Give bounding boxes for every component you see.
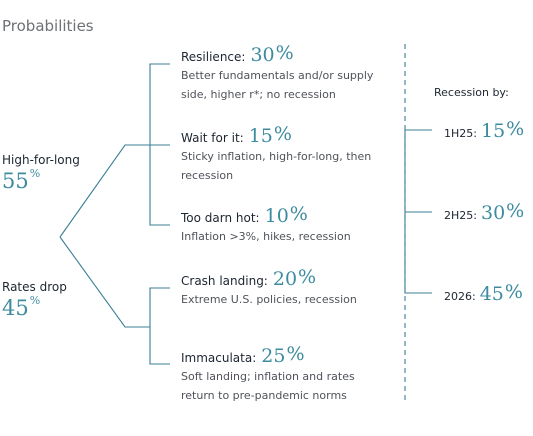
- percent-sign: %: [275, 42, 294, 64]
- percent-sign: %: [273, 123, 292, 145]
- scenario-immaculata: Immaculata: 25% Soft landing; inflation a…: [181, 343, 371, 405]
- scenario-pct: 15: [248, 125, 273, 147]
- scenario-pct: 10: [264, 205, 289, 227]
- percent-sign: %: [289, 203, 308, 225]
- recession-header: Recession by:: [434, 86, 509, 99]
- scenario-wait-for-it: Wait for it: 15% Sticky inflation, high-f…: [181, 123, 381, 185]
- scenario-name: Wait for it:: [181, 131, 244, 145]
- scenario-description: Inflation >3%, hikes, recession: [181, 230, 351, 243]
- percent-sign: %: [286, 343, 305, 365]
- branch-high-for-long: High-for-long 55%: [2, 153, 80, 193]
- percent-sign: %: [504, 281, 523, 303]
- percent-sign: %: [506, 200, 525, 222]
- scenario-pct: 20: [272, 268, 298, 290]
- scenario-name: Crash landing:: [181, 274, 268, 288]
- scenario-name: Resilience:: [181, 50, 246, 64]
- root-connector-top: [59, 144, 150, 238]
- percent-sign: %: [506, 118, 525, 140]
- scenario-description: Extreme U.S. policies, recession: [181, 293, 357, 306]
- recession-label: 1H25:: [444, 127, 477, 140]
- recession-2h25: 2H25: 30%: [444, 200, 525, 224]
- recession-pct: 30: [480, 202, 506, 224]
- recession-2026: 2026: 45%: [444, 281, 523, 305]
- percent-sign: %: [29, 167, 41, 180]
- scenario-description: Sticky inflation, high-for-long, then re…: [181, 150, 372, 182]
- branch-label: Rates drop: [2, 280, 67, 294]
- scenario-name: Too darn hot:: [181, 211, 260, 225]
- recession-1h25: 1H25: 15%: [444, 118, 525, 142]
- scenario-pct: 25: [261, 345, 286, 367]
- branch-pct: 55: [2, 169, 29, 193]
- scenario-crash-landing: Crash landing: 20% Extreme U.S. policies,…: [181, 266, 391, 309]
- branch-rates-drop: Rates drop 45%: [2, 280, 67, 320]
- percent-sign: %: [29, 294, 41, 307]
- root-connector-bottom: [59, 236, 150, 328]
- scenario-description: Soft landing; inflation and rates return…: [181, 370, 355, 402]
- scenario-pct: 30: [250, 44, 275, 66]
- scenario-name: Immaculata:: [181, 351, 257, 365]
- branch-pct: 45: [2, 296, 29, 320]
- chart-title: Probabilities: [2, 17, 94, 35]
- recession-label: 2H25:: [444, 209, 477, 222]
- scenario-resilience: Resilience: 30% Better fundamentals and/o…: [181, 42, 381, 104]
- branch-label: High-for-long: [2, 153, 80, 167]
- lower-bracket: [149, 287, 170, 365]
- percent-sign: %: [298, 266, 317, 288]
- recession-pct: 15: [480, 120, 506, 142]
- scenario-description: Better fundamentals and/or supply side, …: [181, 69, 374, 101]
- recession-pct: 45: [479, 283, 504, 305]
- recession-label: 2026:: [444, 290, 476, 303]
- scenario-too-darn-hot: Too darn hot: 10% Inflation >3%, hikes, r…: [181, 203, 391, 246]
